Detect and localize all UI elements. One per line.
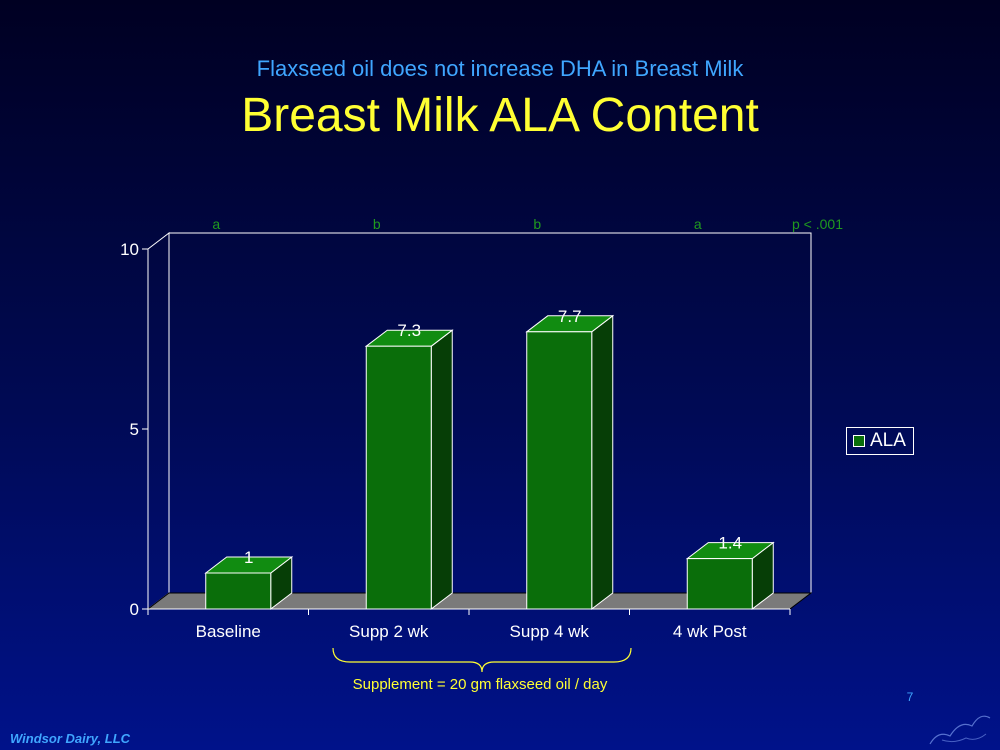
significance-letter: a — [694, 216, 702, 232]
bar — [526, 331, 593, 610]
y-tick-label: 5 — [130, 420, 139, 439]
page-number: 7 — [906, 690, 914, 704]
y-tick-label: 10 — [120, 240, 139, 259]
x-tick-label: Baseline — [196, 622, 261, 641]
bar — [365, 345, 432, 610]
significance-letter: a — [212, 216, 220, 232]
data-label: 7.3 — [397, 321, 421, 340]
slide-title: Breast Milk ALA Content — [241, 89, 759, 142]
slide-subtitle: Flaxseed oil does not increase DHA in Br… — [256, 56, 744, 81]
y-tick-label: 0 — [130, 600, 139, 619]
data-label: 1 — [244, 548, 253, 567]
supplement-note: Supplement = 20 gm flaxseed oil / day — [352, 676, 608, 693]
bar-side — [591, 314, 614, 611]
chart-back-wall — [168, 232, 812, 594]
chart-labels: 0 5 10 1 Baseline a 7.3 Supp 2 wk b 7.7 Supp 4 wk b… — [120, 216, 843, 641]
data-label: 7.7 — [558, 307, 582, 326]
bar — [205, 572, 272, 610]
x-tick-label: Supp 4 wk — [510, 622, 590, 641]
chart-side-wall — [147, 231, 170, 611]
significance-letter: b — [373, 216, 381, 232]
x-tick-label: 4 wk Post — [673, 622, 747, 641]
bar-side — [430, 329, 453, 611]
footer-company: Windsor Dairy, LLC — [10, 731, 131, 746]
significance-letter: b — [533, 216, 541, 232]
data-label: 1.4 — [718, 534, 742, 553]
legend-swatch-ala — [853, 435, 865, 447]
sketch-logo-image — [929, 715, 991, 745]
p-value-label: p < .001 — [792, 216, 843, 232]
chart-bars — [204, 314, 775, 611]
bar — [686, 558, 753, 610]
legend-label-ala: ALA — [870, 430, 906, 451]
chart-legend: ALA — [846, 427, 914, 455]
x-tick-label: Supp 2 wk — [349, 622, 429, 641]
